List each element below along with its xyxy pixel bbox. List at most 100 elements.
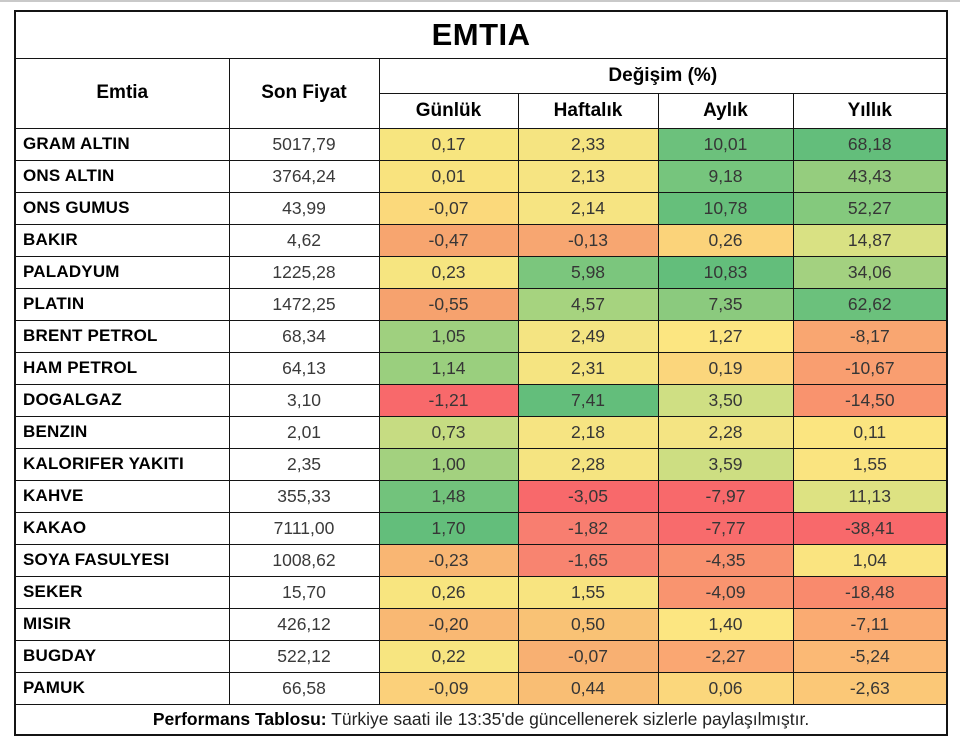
table-row: PLATIN 1472,25 -0,55 4,57 7,35 62,62 — [14, 287, 948, 321]
table-row: PALADYUM 1225,28 0,23 5,98 10,83 34,06 — [14, 255, 948, 289]
change-cell-daily: 0,26 — [378, 575, 519, 609]
change-cell-monthly: 0,06 — [657, 671, 794, 705]
change-cell-monthly: 2,28 — [657, 415, 794, 449]
change-cell-weekly: 7,41 — [517, 383, 659, 417]
commodity-name-cell: BRENT PETROL — [14, 319, 230, 353]
change-cell-yearly: -10,67 — [792, 351, 948, 385]
change-cell-weekly: 1,55 — [517, 575, 659, 609]
change-cell-daily: -1,21 — [378, 383, 519, 417]
last-price-cell: 64,13 — [228, 351, 380, 385]
table-row: KALORIFER YAKITI 2,35 1,00 2,28 3,59 1,55 — [14, 447, 948, 481]
commodity-name-cell: SOYA FASULYESI — [14, 543, 230, 577]
change-cell-weekly: 2,14 — [517, 191, 659, 225]
change-cell-monthly: 3,50 — [657, 383, 794, 417]
change-cell-daily: -0,20 — [378, 607, 519, 641]
change-cell-monthly: 1,40 — [657, 607, 794, 641]
change-cell-yearly: -7,11 — [792, 607, 948, 641]
change-cell-daily: -0,23 — [378, 543, 519, 577]
table-row: HAM PETROL 64,13 1,14 2,31 0,19 -10,67 — [14, 351, 948, 385]
change-cell-yearly: 1,55 — [792, 447, 948, 481]
change-cell-yearly: 52,27 — [792, 191, 948, 225]
change-cell-daily: 1,05 — [378, 319, 519, 353]
change-cell-monthly: 1,27 — [657, 319, 794, 353]
last-price-cell: 355,33 — [228, 479, 380, 513]
commodity-name-cell: BAKIR — [14, 223, 230, 257]
change-cell-yearly: -38,41 — [792, 511, 948, 545]
change-cell-daily: 0,22 — [378, 639, 519, 673]
change-cell-yearly: 34,06 — [792, 255, 948, 289]
change-cell-daily: 1,70 — [378, 511, 519, 545]
commodity-name-cell: SEKER — [14, 575, 230, 609]
commodity-name-cell: KAKAO — [14, 511, 230, 545]
change-cell-weekly: 2,49 — [517, 319, 659, 353]
last-price-cell: 3,10 — [228, 383, 380, 417]
commodity-name-cell: HAM PETROL — [14, 351, 230, 385]
last-price-cell: 426,12 — [228, 607, 380, 641]
change-cell-monthly: 7,35 — [657, 287, 794, 321]
change-cell-daily: 0,73 — [378, 415, 519, 449]
change-cell-weekly: 2,33 — [517, 127, 659, 161]
last-price-cell: 522,12 — [228, 639, 380, 673]
column-group-header-change: Değişim (%) — [378, 57, 948, 94]
change-cell-monthly: -4,09 — [657, 575, 794, 609]
change-cell-monthly: -7,97 — [657, 479, 794, 513]
title-row: EMTIA — [14, 10, 948, 59]
change-cell-weekly: -3,05 — [517, 479, 659, 513]
table-row: BRENT PETROL 68,34 1,05 2,49 1,27 -8,17 — [14, 319, 948, 353]
change-cell-yearly: 11,13 — [792, 479, 948, 513]
column-header-monthly: Aylık — [657, 92, 794, 129]
footer-row: Performans Tablosu: Türkiye saati ile 13… — [14, 703, 948, 736]
column-header-daily: Günlük — [378, 92, 519, 129]
header-row-top: Emtia Son Fiyat Değişim (%) — [14, 57, 948, 129]
change-cell-daily: -0,09 — [378, 671, 519, 705]
table-row: SEKER 15,70 0,26 1,55 -4,09 -18,48 — [14, 575, 948, 609]
table-row: DOGALGAZ 3,10 -1,21 7,41 3,50 -14,50 — [14, 383, 948, 417]
change-cell-weekly: 4,57 — [517, 287, 659, 321]
commodity-name-cell: ONS ALTIN — [14, 159, 230, 193]
change-cell-weekly: 0,50 — [517, 607, 659, 641]
table-title: EMTIA — [14, 10, 948, 59]
last-price-cell: 1472,25 — [228, 287, 380, 321]
last-price-cell: 4,62 — [228, 223, 380, 257]
change-cell-daily: -0,47 — [378, 223, 519, 257]
change-cell-weekly: -1,65 — [517, 543, 659, 577]
change-cell-daily: 1,48 — [378, 479, 519, 513]
table-row: BENZIN 2,01 0,73 2,18 2,28 0,11 — [14, 415, 948, 449]
table-row: SOYA FASULYESI 1008,62 -0,23 -1,65 -4,35 1,04 — [14, 543, 948, 577]
table-row: BAKIR 4,62 -0,47 -0,13 0,26 14,87 — [14, 223, 948, 257]
commodity-performance-table: EMTIA Emtia Son Fiyat Değişim (%) Günlük… — [14, 10, 949, 736]
change-cell-yearly: 14,87 — [792, 223, 948, 257]
last-price-cell: 2,35 — [228, 447, 380, 481]
change-cell-yearly: -5,24 — [792, 639, 948, 673]
change-cell-weekly: 2,18 — [517, 415, 659, 449]
column-header-price: Son Fiyat — [228, 57, 380, 129]
table-row: ONS ALTIN 3764,24 0,01 2,13 9,18 43,43 — [14, 159, 948, 193]
change-cell-weekly: 0,44 — [517, 671, 659, 705]
table-row: BUGDAY 522,12 0,22 -0,07 -2,27 -5,24 — [14, 639, 948, 673]
commodity-name-cell: PAMUK — [14, 671, 230, 705]
change-cell-daily: -0,55 — [378, 287, 519, 321]
change-cell-weekly: 2,13 — [517, 159, 659, 193]
commodity-name-cell: MISIR — [14, 607, 230, 641]
change-cell-weekly: -1,82 — [517, 511, 659, 545]
change-cell-daily: -0,07 — [378, 191, 519, 225]
commodity-name-cell: KAHVE — [14, 479, 230, 513]
table-body: GRAM ALTIN 5017,79 0,17 2,33 10,01 68,18 ONS A… — [14, 127, 948, 705]
change-cell-weekly: 2,31 — [517, 351, 659, 385]
change-cell-monthly: -7,77 — [657, 511, 794, 545]
commodity-name-cell: DOGALGAZ — [14, 383, 230, 417]
change-cell-yearly: 68,18 — [792, 127, 948, 161]
last-price-cell: 15,70 — [228, 575, 380, 609]
change-cell-weekly: 2,28 — [517, 447, 659, 481]
table-row: KAHVE 355,33 1,48 -3,05 -7,97 11,13 — [14, 479, 948, 513]
last-price-cell: 7111,00 — [228, 511, 380, 545]
column-header-yearly: Yıllık — [792, 92, 948, 129]
last-price-cell: 2,01 — [228, 415, 380, 449]
change-cell-monthly: -2,27 — [657, 639, 794, 673]
change-cell-daily: 1,14 — [378, 351, 519, 385]
change-cell-monthly: 3,59 — [657, 447, 794, 481]
commodity-name-cell: KALORIFER YAKITI — [14, 447, 230, 481]
change-cell-daily: 0,23 — [378, 255, 519, 289]
change-cell-monthly: 10,78 — [657, 191, 794, 225]
last-price-cell: 43,99 — [228, 191, 380, 225]
